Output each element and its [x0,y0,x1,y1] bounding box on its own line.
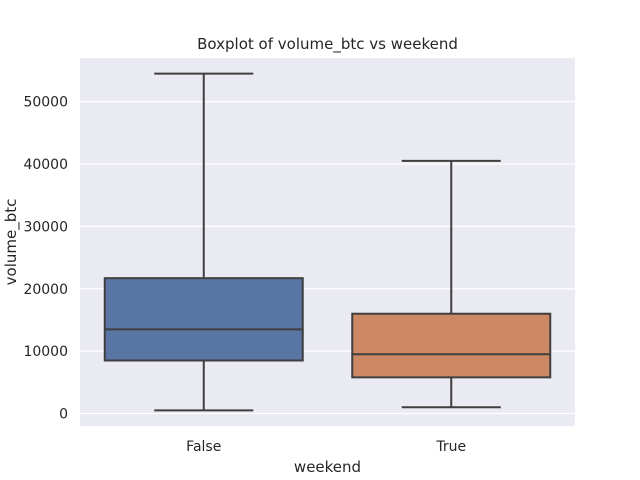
box-group-true [351,159,552,409]
iqr-box [103,277,304,362]
x-axis-label: weekend [294,458,361,476]
y-tick-label: 50000 [23,95,68,111]
iqr-box [351,312,552,379]
y-tick-label: 0 [59,407,68,423]
boxes [103,72,552,412]
x-tick-labels: False True [186,439,466,455]
y-tick-label: 30000 [23,219,68,235]
y-tick-label: 20000 [23,282,68,298]
x-tick-label: False [186,439,221,455]
chart-title: Boxplot of volume_btc vs weekend [197,35,458,54]
y-tick-label: 10000 [23,344,68,360]
y-tick-label: 40000 [23,157,68,173]
y-axis-label: volume_btc [2,199,21,286]
box-group-false [103,72,304,412]
x-tick-label: True [435,439,466,455]
y-tick-labels: 0 10000 20000 30000 40000 50000 [23,95,68,423]
